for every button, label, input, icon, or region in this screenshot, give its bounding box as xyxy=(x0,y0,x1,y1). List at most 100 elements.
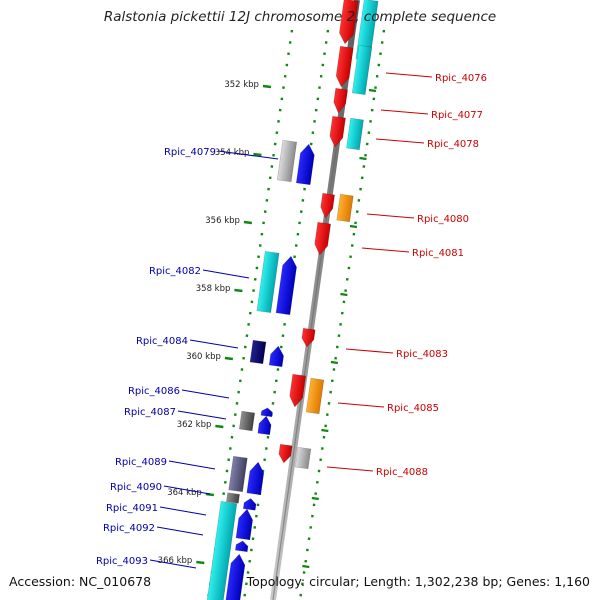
gene-label-leader xyxy=(337,402,385,408)
map-title: Ralstonia pickettii 12J chromosome 2, co… xyxy=(103,9,497,25)
gene-arrow-rpic-4078 xyxy=(329,115,346,148)
gene-label-plus-strand: Rpic_4084 xyxy=(136,336,188,347)
kbp-tick-mark-right xyxy=(340,292,348,297)
gene-shape xyxy=(351,44,373,96)
gene-shape xyxy=(336,193,354,223)
kbp-tick-label: 364 kbp xyxy=(167,488,202,498)
kbp-tick-mark-right xyxy=(321,428,329,433)
gene-shape xyxy=(320,192,335,219)
gene-label-leader xyxy=(375,138,425,144)
gene-box-rpic-4089-slate xyxy=(228,455,248,493)
gene-arrow-rpic-4079 xyxy=(295,143,315,186)
gene-shape xyxy=(335,45,354,88)
gene-arrow-rpic-4080 xyxy=(320,192,335,219)
gene-arrow-rpic-4092 xyxy=(235,540,249,553)
kbp-tick-label: 356 kbp xyxy=(205,216,240,226)
kbp-tick-mark xyxy=(234,288,243,293)
gene-label-leader xyxy=(181,389,230,399)
kbp-tick-mark xyxy=(196,560,205,565)
gene-shape xyxy=(242,498,257,511)
gene-label-leader xyxy=(326,466,374,472)
kbp-tick-mark xyxy=(253,152,262,157)
topology-label: Topology: circular; Length: 1,302,238 bp… xyxy=(246,574,590,589)
left-inner-rail xyxy=(242,29,330,600)
gene-label-leader xyxy=(189,339,239,349)
gene-box-rpic-4088-grey xyxy=(294,446,312,470)
kbp-tick-label: 352 kbp xyxy=(224,80,259,90)
kbp-tick-label: 366 kbp xyxy=(158,556,193,566)
gene-box-rpic-4085-orange xyxy=(305,377,325,415)
gene-box-rpic-4078-cyan xyxy=(346,117,364,151)
gene-box-rpic-4082-cyan xyxy=(256,250,280,314)
gene-label-plus-strand: Rpic_4086 xyxy=(128,386,180,397)
gene-shape xyxy=(289,373,306,408)
gene-label-plus-strand: Rpic_4090 xyxy=(110,482,162,493)
gene-arrow-rpic-4084 xyxy=(268,345,284,368)
gene-label-leader xyxy=(163,485,211,495)
gene-label-minus-strand: Rpic_4081 xyxy=(412,248,464,259)
gene-arrow-rpic-4085 xyxy=(289,373,306,408)
gene-shape xyxy=(225,553,246,600)
gene-box-rpic-4079-grey xyxy=(276,139,298,183)
gene-label-minus-strand: Rpic_4080 xyxy=(417,214,469,225)
gene-shape xyxy=(238,410,256,432)
gene-box-rpic-4090-grey xyxy=(226,492,240,504)
gene-shape xyxy=(206,501,238,600)
gene-box-rpic-4076-cyan xyxy=(351,44,373,96)
gene-shape xyxy=(314,221,331,256)
kbp-tick-mark-right xyxy=(349,224,358,229)
gene-label-leader xyxy=(385,72,433,78)
gene-arrow-rpic-4077 xyxy=(333,87,348,114)
gene-shape xyxy=(301,327,316,348)
gene-shape xyxy=(346,117,364,151)
gene-label-plus-strand: Rpic_4089 xyxy=(115,457,167,468)
gene-label-plus-strand: Rpic_4079 xyxy=(164,147,216,158)
gene-shape xyxy=(278,443,293,464)
gene-arrow-rpic-4088 xyxy=(278,443,293,464)
gene-label-plus-strand: Rpic_4082 xyxy=(149,266,201,277)
kbp-tick-mark-right xyxy=(302,564,310,569)
gene-shape xyxy=(235,540,249,553)
gene-box-rpic-4087-grey xyxy=(238,410,256,432)
gene-label-minus-strand: Rpic_4078 xyxy=(427,139,479,150)
gene-label-minus-strand: Rpic_4083 xyxy=(396,349,448,360)
gene-shape xyxy=(257,415,272,436)
gene-shape xyxy=(268,345,284,368)
gene-label-minus-strand: Rpic_4085 xyxy=(387,403,439,414)
gene-label-leader xyxy=(177,410,227,420)
gene-shape xyxy=(246,461,265,496)
gene-label-plus-strand: Rpic_4091 xyxy=(106,503,158,514)
gene-arrow-rpic-4090 xyxy=(242,498,257,511)
kbp-tick-mark xyxy=(215,424,224,429)
gene-label-plus-strand: Rpic_4087 xyxy=(124,407,176,418)
gene-arrow-rpic-4093 xyxy=(225,553,246,600)
gene-shape xyxy=(235,508,253,541)
gene-label-leader xyxy=(168,460,216,470)
gene-shape xyxy=(333,87,348,114)
gene-shape xyxy=(294,446,312,470)
gene-shape xyxy=(275,255,297,316)
right-inner-rail xyxy=(298,29,386,600)
gene-shape xyxy=(256,250,280,314)
gene-arrow-rpic-4087 xyxy=(257,415,272,436)
gene-label-leader xyxy=(361,247,410,253)
kbp-tick-label: 362 kbp xyxy=(177,420,212,430)
kbp-tick-mark-right xyxy=(330,360,339,365)
gene-shape xyxy=(226,492,240,504)
gene-label-minus-strand: Rpic_4077 xyxy=(431,110,483,121)
gene-box-rpic-4084-navy xyxy=(249,339,267,365)
gene-box-rpic-4080-orange xyxy=(336,193,354,223)
kbp-tick-mark xyxy=(205,492,214,497)
gene-label-plus-strand: Rpic_4092 xyxy=(103,523,155,534)
kbp-tick-mark xyxy=(243,220,253,225)
gene-label-leader xyxy=(380,109,429,115)
gene-arrow-rpic-4083 xyxy=(301,327,316,348)
kbp-tick-label: 358 kbp xyxy=(196,284,231,294)
gene-arrow-rpic-4076 xyxy=(335,45,354,88)
accession-label: Accession: NC_010678 xyxy=(9,574,152,589)
gene-label-leader xyxy=(202,269,250,279)
gene-box-rpic-4092-cyan xyxy=(206,501,238,600)
kbp-tick-mark-right xyxy=(368,88,377,93)
